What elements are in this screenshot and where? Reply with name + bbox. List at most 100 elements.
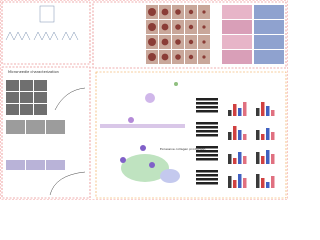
mini-bar: [228, 110, 232, 116]
mini-bar: [261, 102, 265, 116]
wound: [188, 39, 194, 45]
histology: [254, 35, 284, 49]
mini-bar: [233, 180, 237, 188]
micrograph: [6, 80, 19, 91]
wound: [175, 39, 181, 45]
wound: [148, 23, 156, 31]
blot-band: [196, 110, 218, 113]
mechanism-box: [95, 71, 287, 199]
mini-bar: [243, 102, 247, 116]
blot-band: [196, 174, 218, 177]
mini-bar: [238, 174, 242, 188]
blot-band: [196, 150, 218, 153]
mini-bar: [228, 176, 232, 188]
wound: [148, 53, 156, 61]
wound: [161, 38, 169, 46]
animal-box: [92, 1, 287, 69]
mini-bar: [233, 126, 237, 140]
mini-bar: [233, 104, 237, 116]
mini-bar: [266, 128, 270, 140]
mini-bar: [256, 130, 260, 140]
micrograph: [20, 104, 33, 115]
blot-band: [196, 134, 218, 137]
wound: [188, 24, 194, 30]
micrograph: [6, 92, 19, 103]
outer-frame: [0, 0, 288, 200]
wound: [161, 23, 169, 31]
mini-bar: [243, 134, 247, 140]
histology: [222, 5, 252, 19]
characterization-box: [1, 66, 91, 199]
micrograph: [34, 80, 47, 91]
blot-band: [196, 170, 218, 173]
characterization-label: Microneedle characterization: [8, 70, 59, 74]
mini-bar: [266, 106, 270, 116]
mini-bar: [261, 178, 265, 188]
blot-band: [196, 126, 218, 129]
mechanism-label: Excessive collagen production: [160, 147, 205, 151]
wound: [202, 40, 206, 44]
histology: [254, 5, 284, 19]
curve: [54, 87, 86, 111]
stain: [6, 160, 25, 170]
blot-band: [196, 102, 218, 105]
wound: [161, 53, 169, 61]
mini-bar: [238, 108, 242, 116]
stain: [46, 160, 65, 170]
wound: [148, 38, 156, 46]
wound: [202, 10, 206, 14]
curve: [49, 171, 86, 196]
mini-bar: [256, 152, 260, 164]
fabrication-box: [1, 1, 91, 65]
wound: [188, 54, 194, 60]
micrograph: [20, 80, 33, 91]
mini-bar: [266, 182, 270, 188]
wound: [202, 25, 206, 29]
mini-bar: [233, 158, 237, 164]
mini-bar: [243, 178, 247, 188]
mini-bar: [228, 132, 232, 140]
histology: [222, 35, 252, 49]
blot-band: [196, 178, 218, 181]
blot-band: [196, 182, 218, 185]
histology: [222, 50, 252, 64]
blot-band: [196, 146, 218, 149]
micrograph: [26, 120, 45, 134]
mini-bar: [256, 108, 260, 116]
mini-bar: [271, 154, 275, 164]
decorations: [6, 5, 284, 196]
wound: [148, 8, 156, 16]
micrograph: [6, 120, 25, 134]
micrograph: [34, 104, 47, 115]
cell-diagram: [100, 82, 185, 183]
wound: [175, 54, 181, 60]
blot-band: [196, 106, 218, 109]
mini-bar: [238, 152, 242, 164]
blot-band: [196, 98, 218, 101]
mini-bar: [243, 156, 247, 164]
histology: [254, 20, 284, 34]
micrograph: [20, 92, 33, 103]
wound: [161, 8, 169, 16]
wound: [175, 9, 181, 15]
wound: [175, 24, 181, 30]
mini-bar: [261, 134, 265, 140]
graphical-abstract: Microneedle characterization Excessive c…: [0, 0, 288, 200]
mini-bar: [228, 154, 232, 164]
mini-bar: [271, 176, 275, 188]
fabrication-sketch: [5, 5, 79, 41]
mini-bar: [271, 110, 275, 116]
blot-band: [196, 154, 218, 157]
histology: [222, 20, 252, 34]
blot-band: [196, 158, 218, 161]
micrograph: [46, 120, 65, 134]
stain: [26, 160, 45, 170]
micrograph: [6, 104, 19, 115]
blot-band: [196, 130, 218, 133]
wound: [188, 9, 194, 15]
mini-bar: [266, 150, 270, 164]
mini-bar: [261, 156, 265, 164]
mini-bar: [271, 132, 275, 140]
mini-bar: [256, 174, 260, 188]
wound: [202, 55, 206, 59]
